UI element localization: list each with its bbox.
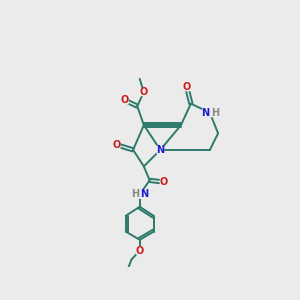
FancyBboxPatch shape bbox=[156, 146, 164, 154]
Text: N: N bbox=[141, 189, 149, 200]
Text: O: O bbox=[160, 177, 168, 187]
Text: N: N bbox=[156, 145, 164, 155]
FancyBboxPatch shape bbox=[121, 96, 129, 104]
Text: O: O bbox=[121, 95, 129, 105]
Text: O: O bbox=[136, 245, 144, 256]
Text: O: O bbox=[140, 87, 148, 97]
Text: N: N bbox=[201, 108, 209, 118]
FancyBboxPatch shape bbox=[140, 88, 148, 96]
Text: H: H bbox=[211, 108, 219, 118]
FancyBboxPatch shape bbox=[160, 178, 168, 186]
FancyBboxPatch shape bbox=[131, 190, 148, 199]
Text: H: H bbox=[131, 189, 139, 200]
FancyBboxPatch shape bbox=[136, 246, 144, 255]
Text: O: O bbox=[112, 140, 121, 150]
FancyBboxPatch shape bbox=[202, 108, 218, 117]
FancyBboxPatch shape bbox=[113, 141, 121, 149]
Text: O: O bbox=[183, 82, 191, 92]
FancyBboxPatch shape bbox=[183, 83, 191, 91]
